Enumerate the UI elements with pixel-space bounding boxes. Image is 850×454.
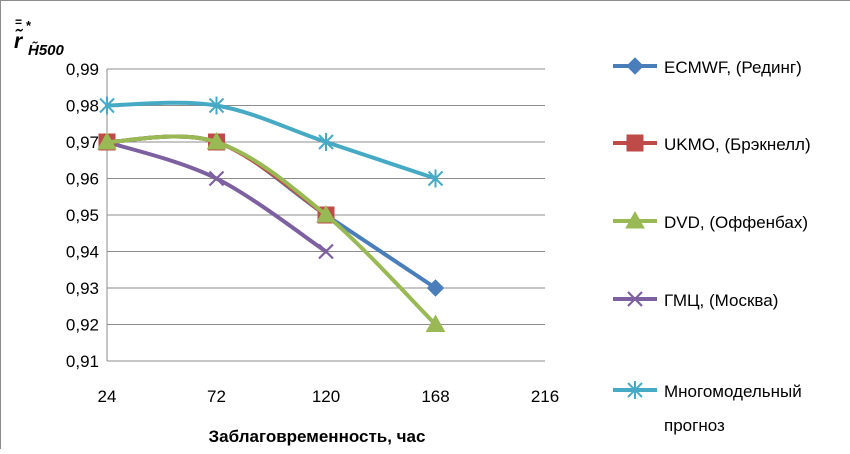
y-axis-title: r̃ = * H̃500 xyxy=(14,15,65,59)
legend-label: прогноз xyxy=(664,416,725,435)
y-axis-title-overbar: = xyxy=(15,15,22,29)
series-3 xyxy=(97,131,446,332)
legend-swatch-marker xyxy=(626,57,644,75)
y-tick-label: 0,97 xyxy=(66,133,99,152)
series-line xyxy=(105,134,438,327)
data-point-triangle xyxy=(316,204,336,223)
data-point-star xyxy=(427,169,444,188)
legend-item-5: Многомодельный прогноз xyxy=(613,381,802,435)
y-tick-label: 0,92 xyxy=(66,316,99,335)
y-tick-label: 0,96 xyxy=(66,170,99,189)
legend-item-1: ECMWF, (Рединг) xyxy=(613,57,802,77)
data-point-star xyxy=(318,133,334,151)
x-tick-label: 168 xyxy=(421,387,449,406)
data-point-triangle xyxy=(425,314,446,332)
legend-label: DVD, (Оффенбах) xyxy=(664,213,808,232)
series-line xyxy=(105,100,438,181)
legend-swatch-marker xyxy=(627,291,643,307)
y-tick-label: 0,94 xyxy=(66,243,99,262)
tick-labels: 0,91 0,92 0,93 0,94 0,95 0,96 0,97 0,98 0,99 24 72… xyxy=(66,60,559,406)
legend-item-3: DVD, (Оффенбах) xyxy=(613,210,808,232)
data-point-triangle xyxy=(206,131,227,150)
x-tick-label: 24 xyxy=(98,387,117,406)
legend-swatch-marker xyxy=(626,134,644,152)
data-point-star xyxy=(99,96,115,115)
data-point-x xyxy=(318,243,334,260)
x-tick-label: 72 xyxy=(207,387,226,406)
y-axis-title-sub: H̃500 xyxy=(28,41,65,59)
plot-area xyxy=(97,96,446,332)
y-tick-label: 0,98 xyxy=(66,97,99,116)
data-point-star xyxy=(208,96,225,115)
legend: ECMWF, (Рединг) UKMO, (Брэкнелл) DVD, (Офф… xyxy=(613,57,811,435)
legend-label: Многомодельный xyxy=(664,382,802,401)
x-tick-label: 216 xyxy=(531,387,559,406)
gridlines xyxy=(107,68,545,325)
series-5 xyxy=(99,96,444,188)
legend-swatch-marker xyxy=(625,210,645,229)
data-point-x xyxy=(208,170,225,187)
data-point-diamond xyxy=(426,279,445,297)
series-line xyxy=(105,140,328,254)
axes xyxy=(106,69,545,362)
y-axis-title-main: r̃ xyxy=(14,29,24,53)
legend-label: ГМЦ, (Москва) xyxy=(664,291,778,310)
legend-item-4: ГМЦ, (Москва) xyxy=(613,291,778,310)
legend-label: ECMWF, (Рединг) xyxy=(664,58,802,77)
legend-label: UKMO, (Брэкнелл) xyxy=(664,135,811,154)
y-axis-title-star: * xyxy=(26,18,32,33)
legend-item-2: UKMO, (Брэкнелл) xyxy=(613,134,811,154)
y-tick-label: 0,99 xyxy=(66,60,99,79)
x-tick-label: 120 xyxy=(312,387,340,406)
y-tick-label: 0,91 xyxy=(66,352,99,371)
data-point-triangle xyxy=(97,131,117,150)
x-axis-title: Заблаговременность, час xyxy=(209,427,426,446)
y-tick-label: 0,95 xyxy=(66,206,99,225)
legend-swatch-marker xyxy=(627,381,643,399)
y-tick-label: 0,93 xyxy=(66,279,99,298)
